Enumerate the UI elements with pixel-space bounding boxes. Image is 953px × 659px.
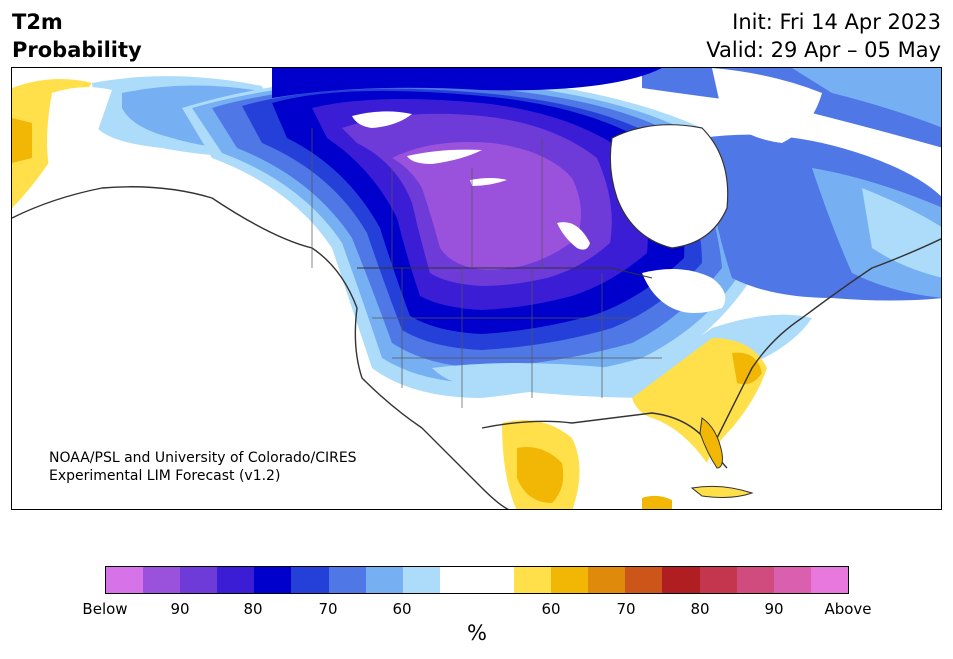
valid-dates: Valid: 29 Apr – 05 May	[706, 38, 941, 62]
florida	[699, 417, 723, 469]
colorbar-segment	[143, 567, 181, 593]
us-southeast-yellow	[632, 338, 767, 463]
colorbar-segment	[180, 567, 218, 593]
hudson-outline	[609, 124, 729, 249]
colorbar-tick-above-80: 80	[690, 600, 710, 618]
colorbar-segment	[439, 567, 477, 593]
cuba	[690, 485, 754, 498]
colorbar-tick-above-90: 90	[764, 600, 784, 618]
colorbar-segment	[217, 567, 255, 593]
credit-line1: NOAA/PSL and University of Colorado/CIRE…	[49, 450, 357, 466]
lake-athabasca	[470, 178, 507, 186]
colorbar-tick-below-90: 90	[170, 600, 190, 618]
alaska-orange	[12, 118, 32, 163]
province-lines	[311, 128, 543, 268]
colorbar-tick-below-70: 70	[318, 600, 338, 618]
coastline-east	[711, 238, 941, 449]
colorbar-segment	[625, 567, 663, 593]
colorbar-segment	[736, 567, 774, 593]
colorbar-tick-above: Above	[824, 600, 872, 618]
arctic-top-light	[792, 68, 941, 128]
caribbean-yellow	[642, 495, 672, 509]
mexico-orange	[517, 447, 564, 503]
credit-line2: Experimental LIM Forecast (v1.2)	[49, 468, 281, 484]
colorbar-segment	[402, 567, 440, 593]
forecast-map	[11, 67, 942, 510]
great-slave-lake	[407, 149, 482, 164]
colorbar-segment	[662, 567, 700, 593]
colorbar-segment	[254, 567, 292, 593]
map-title: T2m Probability	[12, 8, 142, 64]
colorbar-tick-above-60: 60	[541, 600, 561, 618]
alaska-white	[47, 87, 112, 178]
colorbar-segment	[699, 567, 737, 593]
us-southeast-orange	[732, 352, 762, 385]
state-lines	[372, 268, 662, 408]
ne-canada-lightest	[862, 188, 941, 278]
colorbar-segment	[476, 567, 515, 593]
colorbar-tick-above-70: 70	[616, 600, 636, 618]
coastline-west	[12, 186, 509, 509]
great-bear-lake	[352, 111, 412, 128]
lake-winnipeg	[557, 222, 590, 250]
probability-colorbar	[105, 566, 849, 594]
colorbar-segment	[588, 567, 626, 593]
top-dark-band	[272, 68, 662, 98]
colorbar-segment	[291, 567, 329, 593]
colorbar-tick-below-80: 80	[243, 600, 263, 618]
colorbar-segment	[551, 567, 589, 593]
greenland-area	[712, 68, 822, 143]
colorbar-segment	[514, 567, 552, 593]
title-line1: T2m	[12, 10, 63, 34]
colorbar-unit: %	[467, 621, 487, 645]
colorbar-segment	[328, 567, 366, 593]
colorbar-tick-below: Below	[82, 600, 128, 618]
colorbar-segment	[810, 567, 848, 593]
date-info: Init: Fri 14 Apr 2023 Valid: 29 Apr – 05…	[706, 8, 941, 64]
hudson-bay	[610, 124, 728, 248]
colorbar-segment	[773, 567, 811, 593]
map-graphic	[12, 68, 941, 509]
colorbar-segment	[365, 567, 403, 593]
colorbar-tick-below-60: 60	[392, 600, 412, 618]
colorbar-segment	[106, 567, 144, 593]
credit-text: NOAA/PSL and University of Colorado/CIRE…	[49, 449, 357, 485]
great-lakes	[642, 269, 726, 313]
band-95-below	[392, 142, 581, 270]
us-canada-border	[357, 267, 653, 279]
title-line2: Probability	[12, 38, 142, 62]
init-date: Init: Fri 14 Apr 2023	[732, 10, 941, 34]
